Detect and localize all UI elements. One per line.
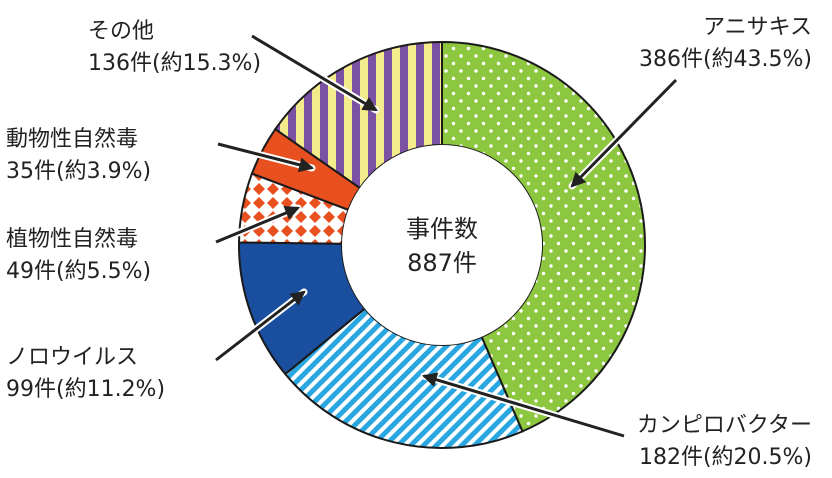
slice-name-4: 動物性自然毒 bbox=[6, 127, 138, 152]
arrow-2 bbox=[215, 290, 306, 362]
slice-name-2: ノロウイルス bbox=[6, 345, 138, 370]
arrow-4 bbox=[217, 142, 315, 173]
slice-value-label-3: 49件(約5.5%) bbox=[6, 259, 151, 284]
arrow-5 bbox=[251, 34, 378, 112]
donut-hole bbox=[342, 145, 542, 345]
center-value: 887件 bbox=[407, 249, 477, 277]
arrow-3 bbox=[215, 205, 301, 244]
slice-name-3: 植物性自然毒 bbox=[6, 227, 138, 252]
slice-value-label-1: 182件(約20.5%) bbox=[639, 445, 812, 470]
slice-name-0: アニサキス bbox=[703, 15, 812, 40]
slice-labels: アニサキス 386件(約43.5%) カンピロバクター 182件(約20.5%) ノロウ… bbox=[6, 15, 812, 470]
slice-name-1: カンピロバクター bbox=[637, 413, 812, 438]
slice-value-label-0: 386件(約43.5%) bbox=[639, 47, 812, 72]
arrow-1 bbox=[421, 372, 625, 438]
callout-arrows bbox=[212, 32, 680, 440]
slice-value-label-5: 136件(約15.3%) bbox=[88, 51, 261, 76]
slice-name-5: その他 bbox=[88, 19, 154, 44]
center-label: 事件数 bbox=[406, 215, 478, 243]
arrow-0 bbox=[570, 78, 678, 188]
slice-value-label-2: 99件(約11.2%) bbox=[6, 377, 165, 402]
slice-value-label-4: 35件(約3.9%) bbox=[6, 159, 151, 184]
